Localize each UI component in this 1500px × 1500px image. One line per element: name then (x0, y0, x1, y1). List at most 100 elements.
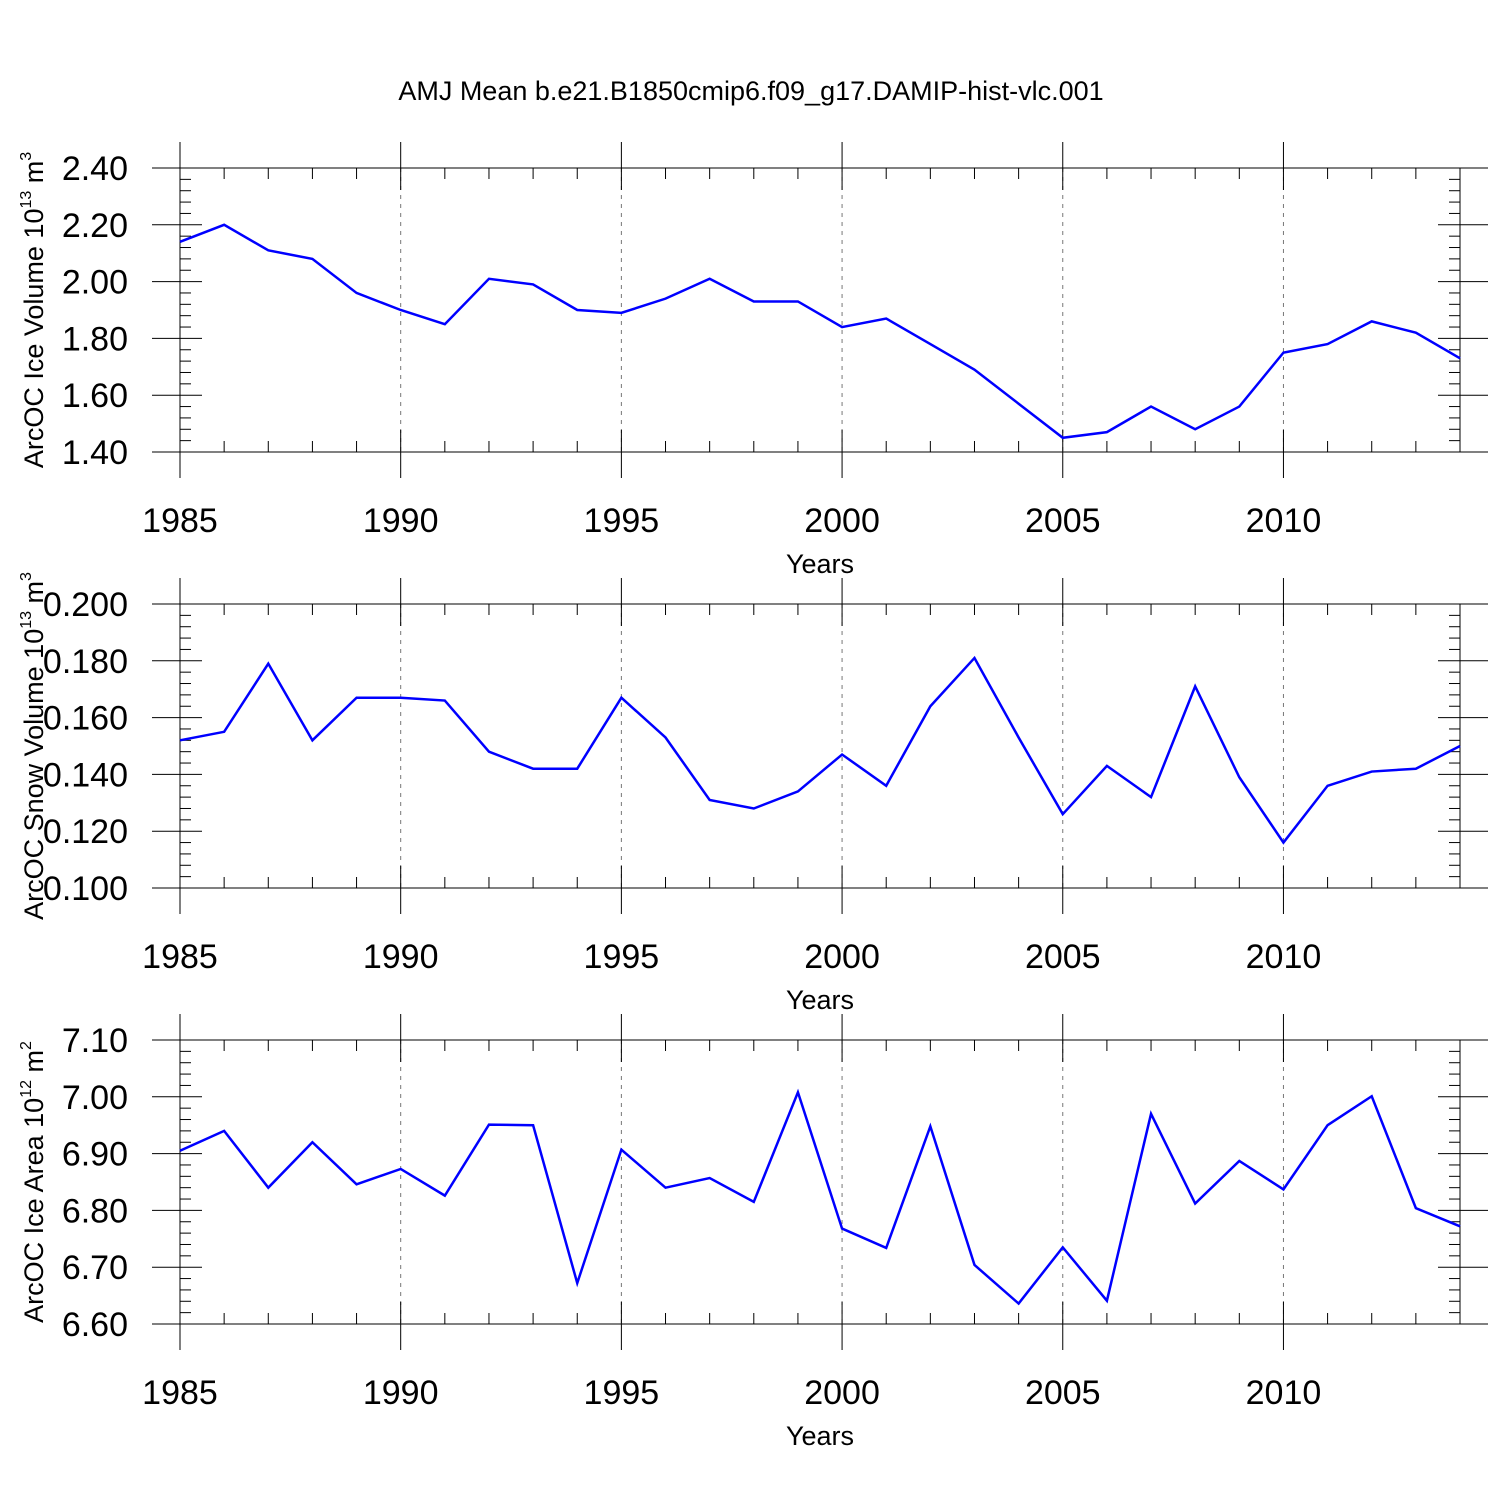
data-point (1326, 784, 1330, 788)
data-point (399, 308, 403, 312)
data-point (708, 277, 712, 281)
data-point (1149, 1112, 1153, 1116)
data-point (1281, 351, 1285, 355)
data-point (1193, 427, 1197, 431)
y-tick-label: 2.20 (62, 207, 128, 245)
x-tick-label: 1990 (363, 502, 439, 540)
data-point (619, 696, 623, 700)
data-point (972, 656, 976, 660)
data-point (1281, 1187, 1285, 1191)
x-tick-label: 1995 (584, 938, 660, 976)
data-point (310, 738, 314, 742)
data-point (1017, 402, 1021, 406)
y-tick-label: 1.80 (62, 320, 128, 358)
data-point (1105, 764, 1109, 768)
panel-2: 1985 1990 1995 2000 2005 2010 0.100 0.120 0.140 0… (18, 572, 1488, 1015)
data-point (708, 1176, 712, 1180)
data-point (796, 789, 800, 793)
data-point (178, 738, 182, 742)
y-tick-label: 0.120 (43, 813, 128, 851)
y-tick-label: 7.00 (62, 1079, 128, 1117)
x-tick-label: 1985 (142, 938, 218, 976)
y-tick-label: 0.140 (43, 756, 128, 794)
data-point (487, 277, 491, 281)
data-point (1017, 1302, 1021, 1306)
x-tick-label: 2000 (804, 1374, 880, 1412)
x-tick-label: 2010 (1246, 1374, 1322, 1412)
data-point (222, 223, 226, 227)
data-point (1458, 744, 1462, 748)
y-tick-label: 6.90 (62, 1136, 128, 1174)
data-point (664, 297, 668, 301)
data-point (884, 784, 888, 788)
data-point (355, 291, 359, 295)
data-point (752, 1200, 756, 1204)
y-tick-label: 0.180 (43, 643, 128, 681)
data-point (310, 1140, 314, 1144)
x-tick-label: 1985 (142, 502, 218, 540)
data-point (1105, 1299, 1109, 1303)
panel-3: 1985 1990 1995 2000 2005 2010 6.60 6.70 6.80 6.90… (18, 1014, 1488, 1451)
x-tick-label: 1995 (584, 1374, 660, 1412)
data-point (840, 753, 844, 757)
data-point (1193, 1202, 1197, 1206)
data-point (575, 308, 579, 312)
y-tick-label: 6.60 (62, 1306, 128, 1344)
data-point (884, 1246, 888, 1250)
data-point (1458, 356, 1462, 360)
y-tick-label: 2.00 (62, 264, 128, 302)
figure-title: AMJ Mean b.e21.B1850cmip6.f09_g17.DAMIP-… (398, 76, 1103, 106)
data-point (355, 696, 359, 700)
data-point (840, 1227, 844, 1231)
data-point (178, 1149, 182, 1153)
plot-frame (179, 1039, 1461, 1325)
data-point (443, 322, 447, 326)
x-axis-label: Years (786, 1421, 854, 1451)
data-point (487, 1123, 491, 1127)
y-axis-label: ArcOC Ice Volume 1013 m3 (18, 152, 49, 468)
x-tick-label: 2000 (804, 938, 880, 976)
data-point (884, 317, 888, 321)
data-point (575, 1281, 579, 1285)
x-tick-label: 2005 (1025, 938, 1101, 976)
y-tick-label: 0.100 (43, 870, 128, 908)
data-point (972, 1263, 976, 1267)
data-point (531, 282, 535, 286)
data-point (1061, 436, 1065, 440)
data-point (752, 299, 756, 303)
y-tick-label: 0.160 (43, 700, 128, 738)
panel-1: 1985 1990 1995 2000 2005 2010 1.40 1.60 1.80 2.00… (18, 142, 1488, 579)
data-point (1370, 319, 1374, 323)
x-tick-label: 1985 (142, 1374, 218, 1412)
data-point (708, 798, 712, 802)
series-line (179, 655, 1461, 845)
data-point (355, 1182, 359, 1186)
data-point (1061, 812, 1065, 816)
data-point (1149, 795, 1153, 799)
data-point (1017, 735, 1021, 739)
data-point (1061, 1245, 1065, 1249)
data-point (178, 240, 182, 244)
x-tick-label: 1990 (363, 938, 439, 976)
x-axis-label: Years (786, 549, 854, 579)
plot-frame (179, 603, 1461, 889)
data-point (1458, 1224, 1462, 1228)
series-line (179, 223, 1461, 440)
data-point (575, 767, 579, 771)
x-tick-label: 1995 (584, 502, 660, 540)
x-tick-label: 2010 (1246, 938, 1322, 976)
x-axis-label: Years (786, 985, 854, 1015)
data-point (1414, 767, 1418, 771)
data-point (310, 257, 314, 261)
data-point (266, 248, 270, 252)
data-point (1149, 405, 1153, 409)
x-tick-label: 2000 (804, 502, 880, 540)
y-tick-label: 6.70 (62, 1249, 128, 1287)
data-point (928, 342, 932, 346)
data-point (1237, 405, 1241, 409)
y-axis-label: ArcOC Ice Area 1012 m2 (18, 1041, 49, 1323)
x-tick-label: 2010 (1246, 502, 1322, 540)
data-point (531, 767, 535, 771)
data-point (1414, 331, 1418, 335)
x-tick-label: 2005 (1025, 502, 1101, 540)
